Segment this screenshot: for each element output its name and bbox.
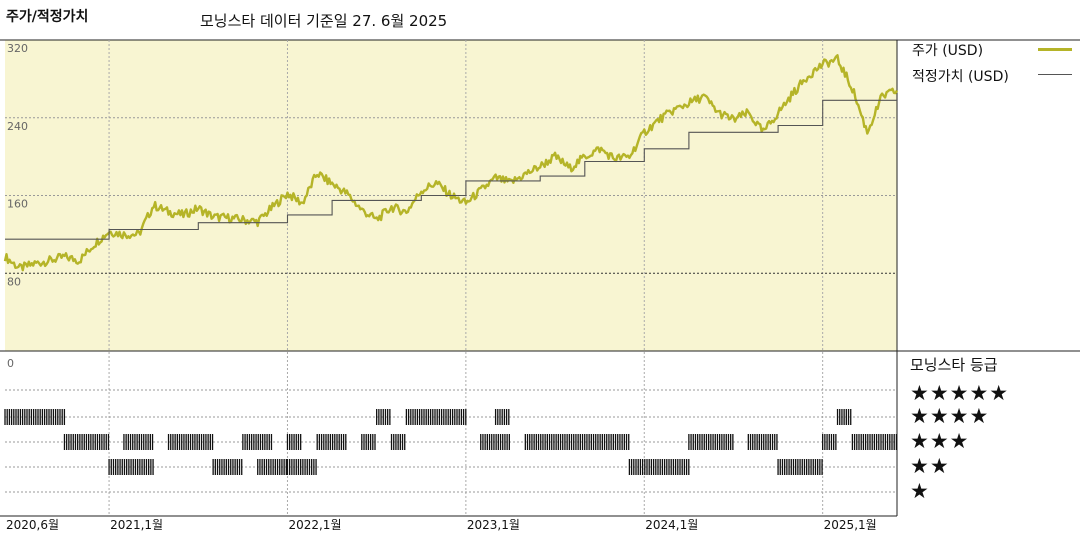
rating-segment-3-star — [822, 434, 837, 450]
x-tick-label: 2021,1월 — [110, 518, 163, 532]
legend-price-label: 주가 (USD) — [912, 43, 984, 59]
y-tick-label: 0 — [7, 357, 14, 370]
rating-segment-3-star — [123, 434, 154, 450]
legend-fair-swatch — [1038, 74, 1072, 75]
rating-segment-2-star — [257, 459, 287, 475]
x-tick-label: 2020,6월 — [6, 518, 59, 532]
x-tick-label: 2023,1월 — [467, 518, 520, 532]
rating-segment-3-star — [747, 434, 778, 450]
rating-segment-2-star — [286, 459, 317, 475]
y-tick-label: 160 — [7, 198, 28, 211]
rating-5-stars: ★★★★★ — [910, 381, 1010, 405]
morningstar-rating-title: 모닝스타 등급 — [910, 356, 998, 374]
rating-2-stars: ★★ — [910, 454, 950, 478]
rating-4-stars: ★★★★ — [910, 404, 990, 428]
rating-segment-3-star — [63, 434, 110, 450]
rating-segment-3-star — [286, 434, 302, 450]
x-tick-label: 2025,1월 — [824, 518, 877, 532]
price-series-line — [3, 54, 899, 272]
rating-segment-4-star — [4, 409, 66, 425]
rating-segment-3-star — [480, 434, 510, 450]
rating-segment-3-star — [242, 434, 273, 450]
fair-value-series-line — [5, 99, 897, 240]
legend-price-swatch — [1038, 48, 1072, 51]
y-tick-label: 320 — [7, 42, 28, 55]
legend-fair-value: 적정가치 (USD) — [912, 66, 1072, 86]
rating-1-star: ★ — [910, 479, 930, 503]
rating-segment-2-star — [108, 459, 154, 475]
rating-segment-3-star — [390, 434, 406, 450]
rating-segment-4-star — [494, 409, 510, 425]
rating-segment-3-star — [688, 434, 734, 450]
legend-price: 주가 (USD) — [912, 40, 1072, 60]
x-tick-label: 2022,1월 — [288, 518, 341, 532]
y-tick-label: 240 — [7, 120, 28, 133]
rating-segment-3-star — [851, 434, 898, 450]
legend-fair-label: 적정가치 (USD) — [912, 69, 1009, 85]
rating-segment-2-star — [777, 459, 823, 475]
data-date-subtitle: 모닝스타 데이터 기준일 27. 6월 2025 — [200, 12, 448, 30]
rating-segment-4-star — [836, 409, 852, 425]
rating-plot-area — [5, 351, 897, 516]
rating-segment-2-star — [628, 459, 690, 475]
rating-segment-3-star — [524, 434, 630, 450]
y-tick-label: 80 — [7, 275, 21, 288]
x-tick-label: 2024,1월 — [645, 518, 698, 532]
chart-title: 주가/적정가치 — [6, 9, 89, 25]
rating-segment-4-star — [376, 409, 391, 425]
rating-segment-3-star — [361, 434, 376, 450]
rating-segment-3-star — [316, 434, 347, 450]
rating-segment-3-star — [167, 434, 214, 450]
rating-segment-2-star — [212, 459, 243, 475]
rating-3-stars: ★★★ — [910, 429, 970, 453]
rating-segment-4-star — [405, 409, 467, 425]
